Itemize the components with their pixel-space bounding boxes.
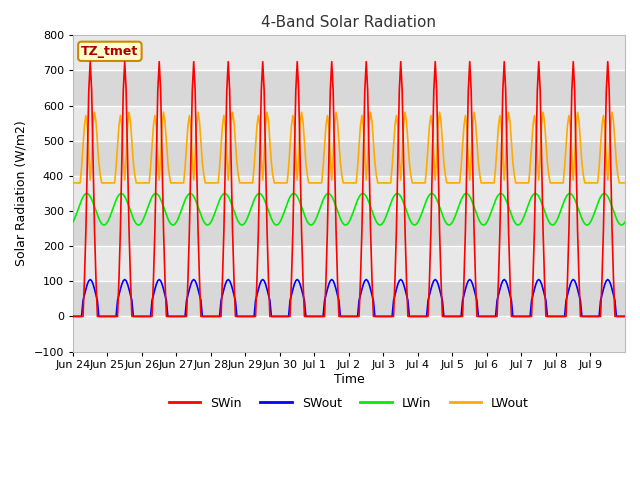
Bar [73, 176, 625, 211]
Bar [73, 71, 625, 106]
Bar [73, 36, 625, 71]
Bar [73, 106, 625, 141]
Text: TZ_tmet: TZ_tmet [81, 45, 138, 58]
Bar [73, 211, 625, 246]
Y-axis label: Solar Radiation (W/m2): Solar Radiation (W/m2) [15, 120, 28, 266]
X-axis label: Time: Time [333, 372, 364, 385]
Bar [73, 281, 625, 316]
Bar [73, 246, 625, 281]
Legend: SWin, SWout, LWin, LWout: SWin, SWout, LWin, LWout [164, 392, 534, 415]
Title: 4-Band Solar Radiation: 4-Band Solar Radiation [262, 15, 436, 30]
Bar [73, 141, 625, 176]
Bar [73, 316, 625, 351]
